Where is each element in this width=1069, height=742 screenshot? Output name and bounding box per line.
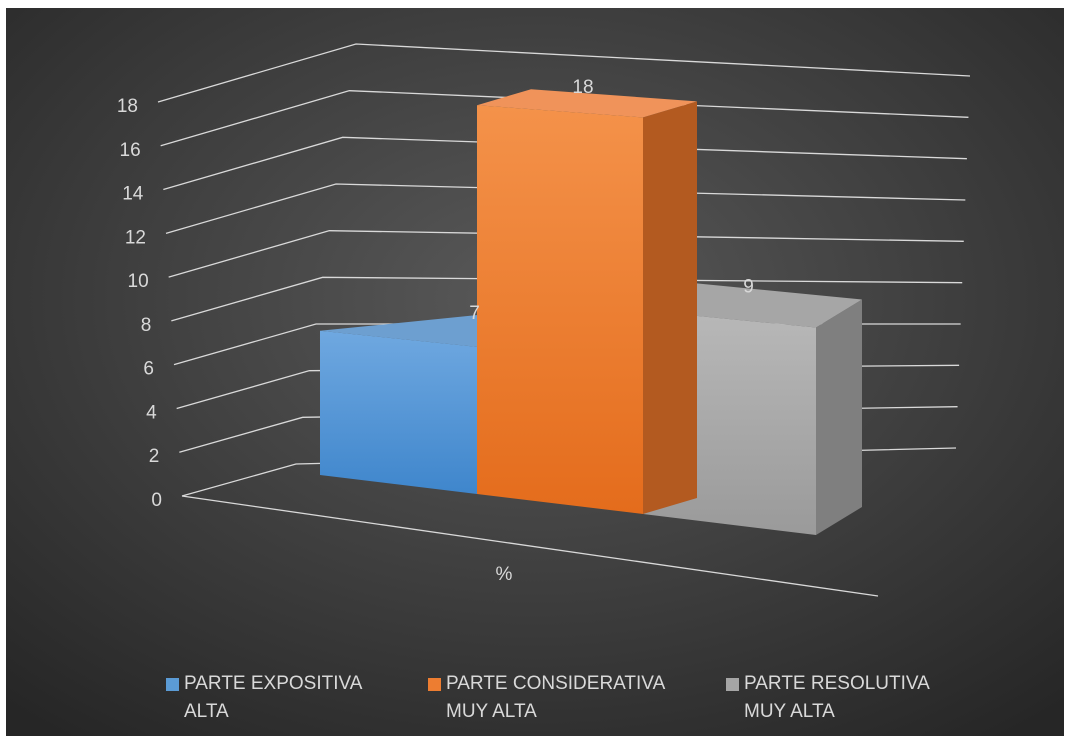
gridline [157,43,971,103]
y-axis-ticks: 0 2 4 6 8 10 12 14 16 18 [117,96,162,511]
legend-label: PARTE CONSIDERATIVA MUY ALTA [446,673,666,722]
y-tick-label: 16 [120,140,141,161]
y-tick-label: 8 [141,315,152,336]
bar [477,105,643,514]
gridline [163,136,967,191]
data-labels: 7 9 18 [469,77,754,324]
y-tick-label: 10 [128,271,149,292]
y-tick-label: 2 [149,446,160,467]
legend-label: PARTE EXPOSITIVA ALTA [184,673,363,722]
y-tick-label: 14 [122,184,144,205]
chart-frame: 0 2 4 6 8 10 12 14 16 18 7 9 18 % PARTE EXPOSITIVA … [6,8,1064,736]
grid-layer [157,43,971,597]
data-label: 18 [572,77,593,98]
y-tick-label: 12 [125,227,146,248]
y-tick-label: 0 [151,490,162,511]
legend-label: PARTE RESOLUTIVA MUY ALTA [744,673,930,722]
y-tick-label: 4 [146,402,157,423]
x-axis-line [181,495,879,597]
legend-swatch [166,678,179,691]
y-tick-label: 6 [143,359,154,380]
chart-svg: 0 2 4 6 8 10 12 14 16 18 7 9 18 % [6,8,1064,736]
bar-side-face [643,101,697,514]
gridline [171,276,963,322]
data-label: 7 [469,303,480,324]
x-axis-category-label: % [496,564,513,585]
bar-top-face [643,282,862,328]
legend-swatch [726,678,739,691]
legend-swatch [428,678,441,691]
gridline [165,183,966,234]
gridline [168,230,964,278]
y-tick-label: 18 [117,96,138,117]
data-label: 9 [743,277,754,298]
bar-top-face [477,89,697,118]
bar [320,330,477,494]
gridline [160,90,969,147]
bar-layer [320,89,862,535]
legend: PARTE EXPOSITIVA ALTA PARTE CONSIDERATIVA… [166,670,986,730]
bar-side-face [816,299,862,535]
